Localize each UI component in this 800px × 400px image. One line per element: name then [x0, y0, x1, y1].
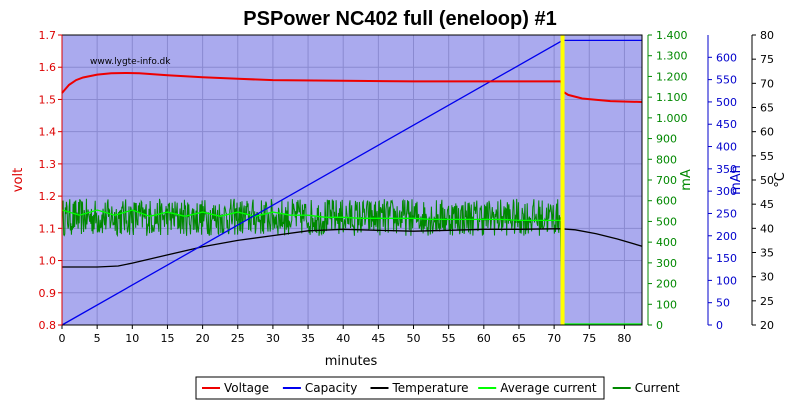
x-tick-label: 40	[336, 332, 350, 345]
legend: Voltage Capacity Temperature Average curren…	[195, 376, 680, 400]
y-tick-label: 0.9	[39, 287, 57, 300]
y-tick-label: 600	[656, 195, 677, 208]
y-tick-label: 300	[656, 257, 677, 270]
y-tick-label: 40	[760, 222, 774, 235]
y-tick-label: 500	[716, 96, 737, 109]
y-tick-label: 700	[656, 174, 677, 187]
watermark: www.lygte-info.dk	[90, 57, 171, 67]
y-tick-label: 1.400	[656, 29, 688, 42]
y-tick-label: 400	[716, 141, 737, 154]
y-tick-label: 1.200	[656, 70, 688, 83]
y-tick-label: 1.0	[39, 255, 57, 268]
y-tick-label: 150	[716, 252, 737, 265]
x-tick-label: 5	[94, 332, 101, 345]
x-tick-label: 70	[547, 332, 561, 345]
x-tick-label: 25	[231, 332, 245, 345]
y-tick-label: 100	[716, 274, 737, 287]
x-tick-label: 30	[266, 332, 280, 345]
y-tick-label: 250	[716, 207, 737, 220]
y-tick-label: 35	[760, 247, 774, 260]
y-tick-label: 800	[656, 153, 677, 166]
y-tick-label: 900	[656, 133, 677, 146]
y-tick-label: 50	[716, 297, 730, 310]
x-tick-label: 35	[301, 332, 315, 345]
legend-label: Temperature	[392, 381, 469, 395]
y-tick-label: 300	[716, 185, 737, 198]
y-tick-label: 25	[760, 295, 774, 308]
y-tick-label: 80	[760, 29, 774, 42]
y-tick-label: 1.4	[39, 126, 57, 139]
y-tick-label: 1.2	[39, 190, 57, 203]
y-tick-label: 1.3	[39, 158, 57, 171]
x-tick-label: 75	[582, 332, 596, 345]
x-tick-label: 55	[442, 332, 456, 345]
legend-label: Current	[635, 381, 680, 395]
y-tick-label: 0	[656, 319, 663, 332]
y-tick-label: 70	[760, 77, 774, 90]
chart-title: PSPower NC402 full (eneloop) #1	[243, 8, 556, 30]
y-tick-label: 1.6	[39, 61, 57, 74]
y-tick-label: 1.5	[39, 93, 57, 106]
y-tick-label: 0	[716, 319, 723, 332]
x-tick-label: 50	[407, 332, 421, 345]
y-tick-label: 450	[716, 118, 737, 131]
x-tick-label: 60	[477, 332, 491, 345]
legend-box	[195, 376, 605, 400]
y-tick-label: 1.7	[39, 29, 57, 42]
y-tick-label: 1.100	[656, 91, 688, 104]
axes: 0 5 10 15 20 25 30 35 40 45 50 55 60 65 70 75 80 0.8 0.9 1.…	[11, 29, 788, 345]
y-tick-label: 55	[760, 150, 774, 163]
x-tick-label: 80	[617, 332, 631, 345]
y-tick-label: 200	[716, 230, 737, 243]
legend-label: Capacity	[305, 381, 357, 395]
y-tick-label: 600	[716, 51, 737, 64]
y-tick-label: 1.1	[39, 222, 57, 235]
y-tick-label: 550	[716, 74, 737, 87]
series-layer	[61, 35, 643, 326]
y-axis-label: °C	[773, 172, 788, 188]
y-tick-label: 1.300	[656, 50, 688, 63]
x-tick-label: 45	[371, 332, 385, 345]
y-tick-label: 0.8	[39, 319, 57, 332]
y-tick-label: 30	[760, 271, 774, 284]
series-average-current	[61, 209, 642, 325]
x-tick-label: 0	[59, 332, 66, 345]
y-tick-label: 350	[716, 163, 737, 176]
y-tick-label: 100	[656, 298, 677, 311]
series-temperature	[62, 228, 643, 268]
y-tick-label: 60	[760, 126, 774, 139]
y-tick-label: 65	[760, 102, 774, 115]
y-tick-label: 75	[760, 53, 774, 66]
y-axis-label: mA	[679, 169, 694, 191]
y-tick-label: 500	[656, 215, 677, 228]
y-tick-label: 400	[656, 236, 677, 249]
legend-label: Average current	[500, 381, 597, 395]
y-tick-label: 200	[656, 278, 677, 291]
x-tick-label: 10	[125, 332, 139, 345]
x-tick-label: 20	[196, 332, 210, 345]
legend-label: Voltage	[224, 381, 269, 395]
y-axis-label: mAh	[729, 165, 744, 195]
y-tick-label: 20	[760, 319, 774, 332]
y-axis-label: volt	[11, 168, 26, 192]
x-tick-label: 65	[512, 332, 526, 345]
y-tick-label: 50	[760, 174, 774, 187]
plot-area	[62, 35, 642, 325]
y-tick-label: 45	[760, 198, 774, 211]
y-tick-label: 1.000	[656, 112, 688, 125]
x-axis-label: minutes	[325, 354, 378, 369]
x-tick-label: 15	[160, 332, 174, 345]
